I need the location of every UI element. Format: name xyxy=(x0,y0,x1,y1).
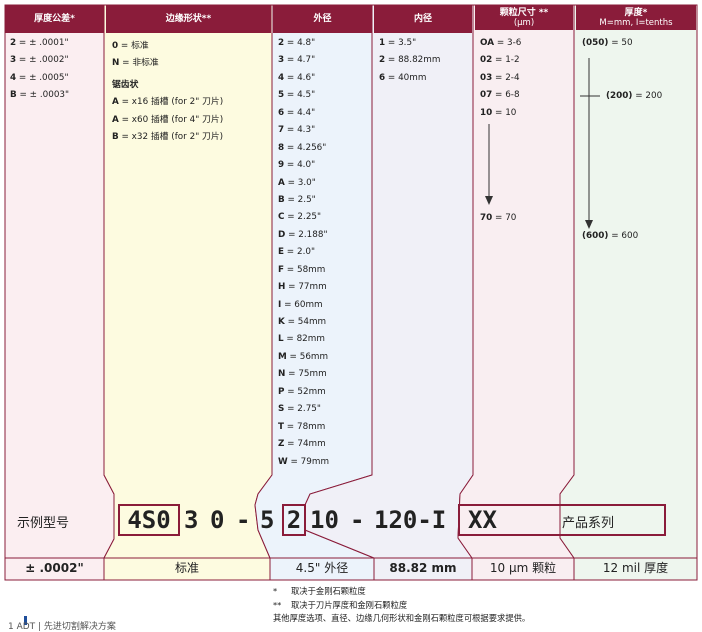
list-item: B = x32 插槽 (for 2" 刀片) xyxy=(112,132,224,143)
list-item: 6 = 4.4" xyxy=(278,107,316,118)
id-list: 1 = 3.5" 2 = 88.82mm 6 = 40mm xyxy=(379,38,440,90)
grit-end-item: 70 = 70 xyxy=(480,213,517,223)
list-item: N = 75mm xyxy=(278,369,327,380)
example-seg-series: XX xyxy=(458,504,666,536)
list-item: W = 79mm xyxy=(278,456,330,467)
thickness-arrow-head xyxy=(585,220,593,229)
thickness-item-050: (050) = 50 xyxy=(582,38,633,48)
summary-edge: 标准 xyxy=(174,561,199,575)
list-item: 8 = 4.256" xyxy=(278,142,327,153)
list-item: A = 3.0" xyxy=(278,177,316,188)
example-dash-2: - xyxy=(350,506,365,534)
header-grit-title: 颗粒尺寸 ** xyxy=(499,8,549,18)
list-item: 0 = 标准 xyxy=(112,41,149,51)
list-item: 3 = 4.7" xyxy=(278,55,316,66)
header-grit: 颗粒尺寸 ** (μm) xyxy=(475,5,573,30)
list-item: K = 54mm xyxy=(278,317,327,327)
example-seg-120: 120-I xyxy=(374,506,447,534)
list-item: 7 = 4.3" xyxy=(278,125,316,136)
list-item: P = 52mm xyxy=(278,386,326,397)
list-item: 4 = ± .0005" xyxy=(10,72,69,83)
header-edge: 边缘形状** xyxy=(106,5,271,33)
footnote-2: ** 取决于刀片厚度和金刚石颗粒度 xyxy=(273,599,408,610)
list-item: B = 2.5" xyxy=(278,194,316,205)
od-list: 2 = 4.8" 3 = 4.7" 4 = 4.6" 5 = 4.5" 6 = … xyxy=(278,38,329,474)
list-item: 07 = 6-8 xyxy=(480,90,520,101)
page-footer: 1 ADT | 先进切割解决方案 xyxy=(8,622,116,632)
footnotes: * 取决于金刚石颗粒度 ** 取决于刀片厚度和金刚石颗粒度 其他厚度选项、直径、边缘… xyxy=(273,585,530,626)
list-item: C = 2.25" xyxy=(278,212,322,223)
list-item: I = 60mm xyxy=(278,299,323,310)
header-id: 内径 xyxy=(374,5,472,33)
example-seg-5: 5 xyxy=(260,506,275,534)
summary-od: 4.5" 外径 xyxy=(295,561,349,575)
example-seg-tolerance-edge: 4S0 xyxy=(118,504,180,536)
header-od: 外径 xyxy=(273,5,372,33)
list-item: E = 2.0" xyxy=(278,247,316,258)
thickness-item-200: (200) = 200 xyxy=(606,91,663,101)
example-dash-1: - xyxy=(236,506,251,534)
example-seg-0: 0 xyxy=(210,506,225,534)
series-label: 产品系列 xyxy=(562,516,615,531)
footnote-3: 其他厚度选项、直径、边缘几何形状和金刚石颗粒度可根据要求提供。 xyxy=(273,613,531,623)
header-grit-sub: (μm) xyxy=(513,18,535,28)
example-seg-3: 3 xyxy=(184,506,199,534)
example-seg-10: 10 xyxy=(310,506,339,534)
list-item: OA = 3-6 xyxy=(480,38,522,48)
example-label: 示例型号 xyxy=(17,516,70,531)
list-item: 03 = 2-4 xyxy=(480,72,520,83)
summary-id: 88.82 mm xyxy=(389,561,457,575)
list-item: M = 56mm xyxy=(278,351,329,362)
summary-grit: 10 μm 颗粒 xyxy=(489,561,557,575)
footer-logo-mark xyxy=(24,616,27,625)
list-item: S = 2.75" xyxy=(278,404,321,415)
summary-tolerance: ± .0002" xyxy=(25,561,84,575)
serrated-title: 锯齿状 xyxy=(112,79,139,90)
list-item: H = 77mm xyxy=(278,282,327,293)
header-thickness-title: 厚度* xyxy=(624,8,648,18)
list-item: 3 = ± .0002" xyxy=(10,55,69,66)
header-tolerance: 厚度公差* xyxy=(5,5,104,33)
list-item: 1 = 3.5" xyxy=(379,38,417,48)
grit-list: OA = 3-6 02 = 1-2 03 = 2-4 07 = 6-8 10 =… xyxy=(480,38,521,125)
list-item: A = x16 插槽 (for 2" 刀片) xyxy=(112,97,224,108)
list-item: L = 82mm xyxy=(278,334,325,345)
list-item: 2 = 4.8" xyxy=(278,38,316,48)
edge-list: 0 = 标准 N = 非标准 锯齿状 A = x16 插槽 (for 2" 刀片… xyxy=(112,38,223,147)
list-item: 2 = ± .0001" xyxy=(10,38,69,48)
list-item: B = ± .0003" xyxy=(10,90,70,101)
list-item: 5 = 4.5" xyxy=(278,90,316,101)
tolerance-list: 2 = ± .0001" 3 = ± .0002" 4 = ± .0005" B… xyxy=(10,38,69,108)
list-item: N = 非标准 xyxy=(112,58,159,69)
list-item: Z = 74mm xyxy=(278,439,326,450)
list-item: A = x60 插槽 (for 4" 刀片) xyxy=(112,114,224,125)
list-item: 9 = 4.0" xyxy=(278,160,316,171)
list-item: 6 = 40mm xyxy=(379,72,427,83)
thickness-item-600: (600) = 600 xyxy=(582,231,639,241)
list-item: 02 = 1-2 xyxy=(480,55,520,66)
list-item: 2 = 88.82mm xyxy=(379,55,441,66)
header-thickness-sub: M=mm, I=tenths xyxy=(599,18,673,28)
list-item: 4 = 4.6" xyxy=(278,72,316,83)
example-seg-od: 2 xyxy=(282,504,306,536)
list-item: F = 58mm xyxy=(278,264,326,275)
footnote-1: * 取决于金刚石颗粒度 xyxy=(273,586,366,596)
list-item: T = 78mm xyxy=(278,421,326,432)
grit-arrow-head xyxy=(485,196,493,205)
header-thickness: 厚度* M=mm, I=tenths xyxy=(576,5,696,30)
list-item: D = 2.188" xyxy=(278,229,328,240)
summary-thickness: 12 mil 厚度 xyxy=(602,561,669,575)
list-item: 10 = 10 xyxy=(480,107,517,118)
